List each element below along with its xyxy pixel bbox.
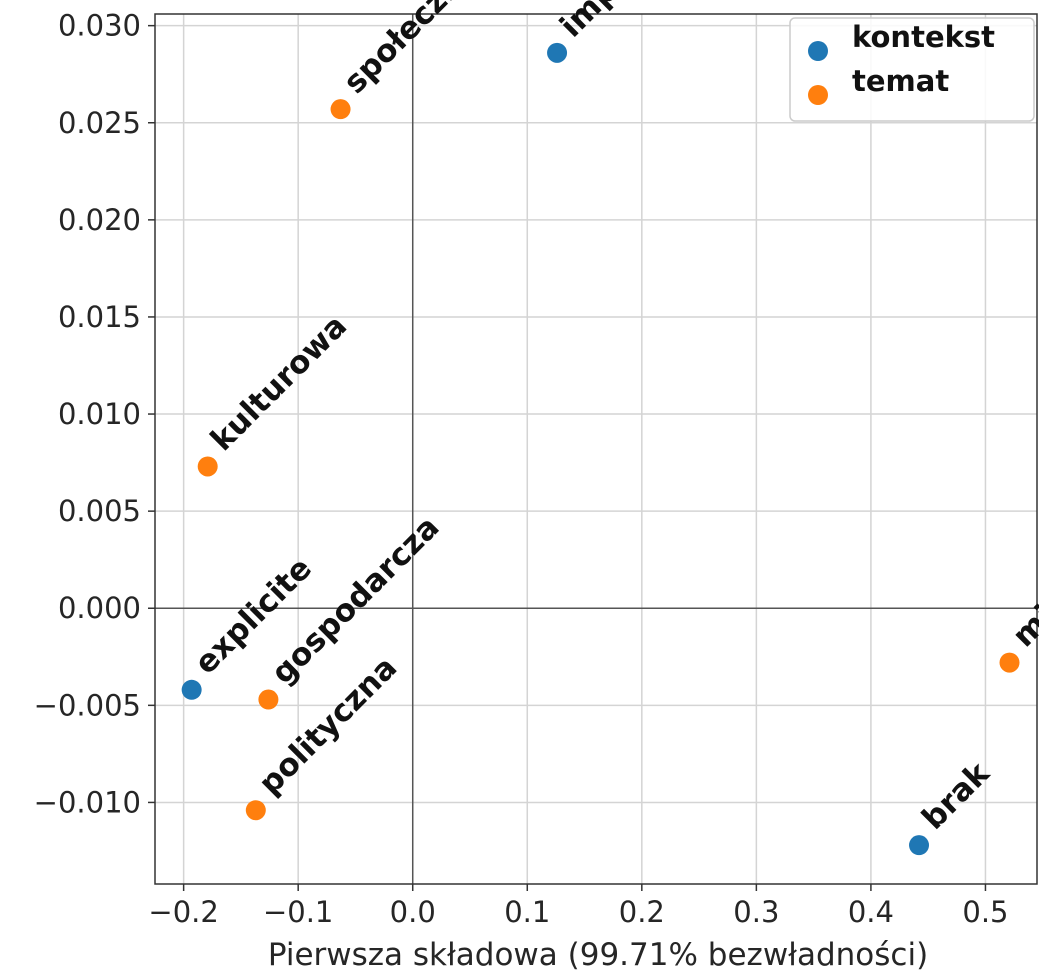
x-tick-label: 0.1 xyxy=(504,895,550,929)
legend-marker-temat xyxy=(808,85,828,105)
x-tick-label: 0.5 xyxy=(962,895,1008,929)
point-temat xyxy=(258,689,279,710)
x-tick-label: 0.3 xyxy=(733,895,779,929)
legend-label-kontekst: kontekst xyxy=(852,20,995,54)
legend-label-temat: temat xyxy=(852,64,949,98)
y-tick-label: 0.010 xyxy=(58,397,141,431)
point-temat xyxy=(999,652,1020,673)
point-label: implicite xyxy=(553,0,685,44)
x-tick-label: −0.2 xyxy=(148,895,218,929)
legend-box xyxy=(789,17,1035,122)
point-temat xyxy=(197,456,218,477)
y-tick-label: 0.030 xyxy=(58,9,141,43)
point-label: militarna xyxy=(1006,517,1039,654)
point-temat xyxy=(330,99,351,120)
point-kontekst xyxy=(909,835,930,856)
point-labels: impliciteexplicitebrakspołecznakulturowa… xyxy=(188,0,1039,837)
x-tick-label: 0.0 xyxy=(390,895,436,929)
data-points xyxy=(181,42,1020,856)
y-tick-label: 0.025 xyxy=(58,106,141,140)
y-tick-label: 0.015 xyxy=(58,300,141,334)
legend-marker-kontekst xyxy=(808,41,828,61)
point-kontekst xyxy=(181,679,202,700)
y-tick-label: −0.005 xyxy=(34,688,141,722)
x-tick-label: −0.1 xyxy=(263,895,333,929)
point-label: kulturowa xyxy=(204,308,354,458)
point-temat xyxy=(245,800,266,821)
x-axis-title: Pierwsza składowa (99.71% bezwładności) xyxy=(268,937,928,973)
y-tick-label: 0.020 xyxy=(58,203,141,237)
point-label: społeczna xyxy=(337,0,485,101)
y-tick-label: 0.000 xyxy=(58,591,141,625)
y-tick-label: −0.010 xyxy=(34,785,141,819)
zero-lines xyxy=(155,14,1037,884)
point-kontekst xyxy=(547,42,568,63)
legend: kontekst temat xyxy=(789,17,1035,122)
axis-ticks: −0.2 −0.1 0.0 0.1 0.2 0.3 0.4 0.5 −0.010 −0.005 0.… xyxy=(34,9,1009,929)
x-tick-label: 0.2 xyxy=(619,895,665,929)
plot-frame xyxy=(154,13,1038,885)
x-tick-label: 0.4 xyxy=(848,895,894,929)
y-tick-label: 0.005 xyxy=(58,494,141,528)
